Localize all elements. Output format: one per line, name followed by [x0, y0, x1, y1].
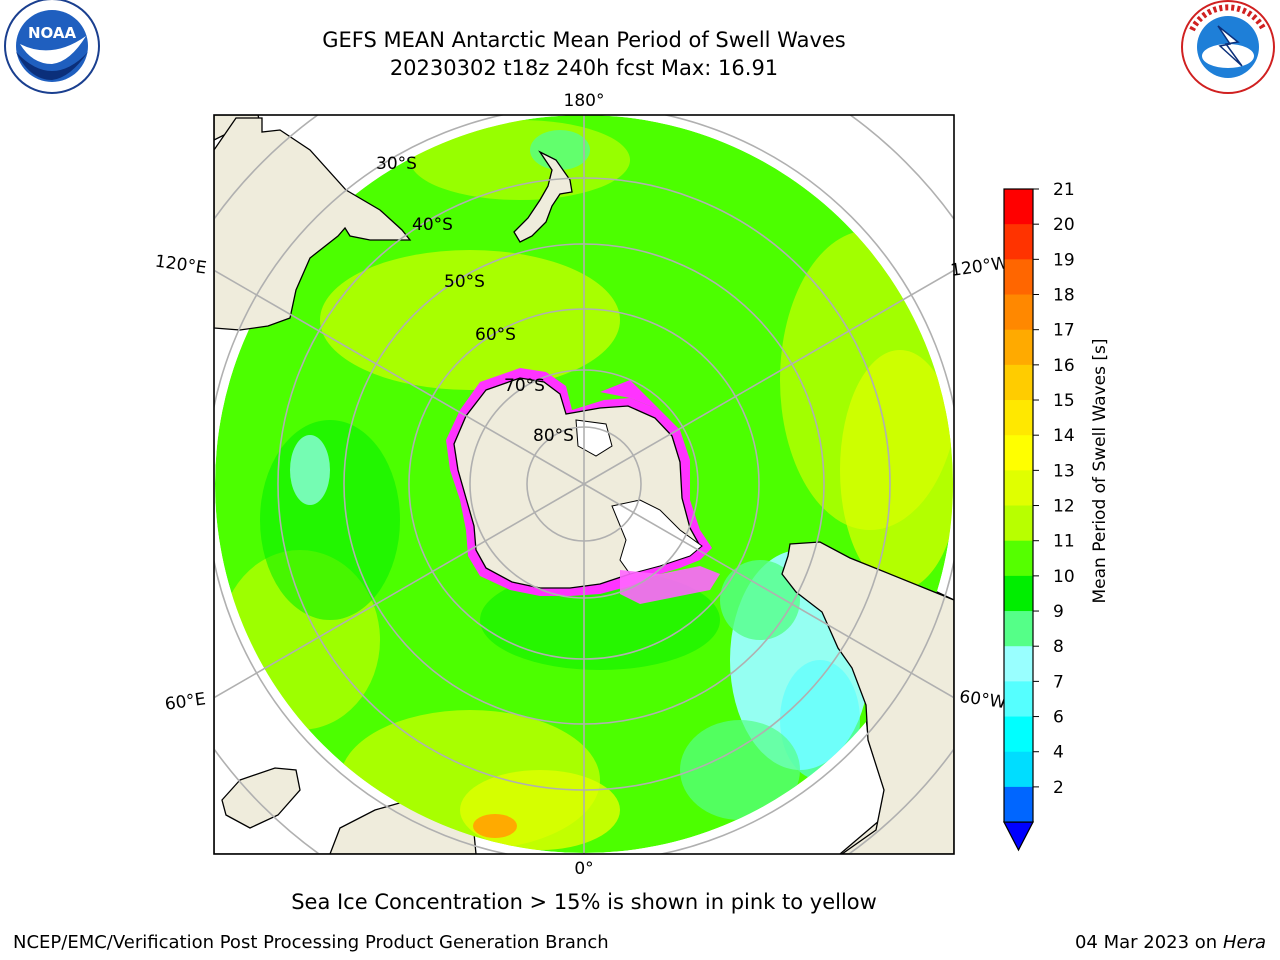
colorbar-segment	[1004, 505, 1033, 542]
svg-text:NOAA: NOAA	[28, 24, 77, 42]
lat-label-50s: 50°S	[444, 272, 485, 292]
colorbar-tick-label: 9	[1053, 602, 1064, 622]
colorbar-segment	[1004, 575, 1033, 612]
colorbar-label: Mean Period of Swell Waves [s]	[1090, 339, 1110, 604]
lon-label-60w: 60°W	[958, 687, 1007, 713]
graticule	[214, 115, 954, 854]
colorbar-extend-arrow	[1003, 821, 1034, 852]
colorbar-segment	[1004, 681, 1033, 718]
colorbar-segment	[1004, 224, 1033, 260]
colorbar-segment	[1004, 259, 1033, 296]
colorbar-segment	[1004, 329, 1033, 366]
colorbar-tick-label: 17	[1053, 321, 1075, 341]
footer-date-text: 04 Mar 2023 on	[1074, 932, 1218, 953]
footer-host: Hera	[1222, 932, 1266, 953]
colorbar-tick-label: 21	[1053, 180, 1075, 200]
colorbar-tick-label: 10	[1053, 567, 1075, 587]
colorbar-tick-label: 11	[1053, 532, 1075, 552]
colorbar-segment	[1004, 646, 1033, 682]
colorbar-tick-label: 6	[1053, 708, 1064, 728]
colorbar-tick-label: 8	[1053, 637, 1064, 657]
colorbar-tick-label: 12	[1053, 497, 1075, 517]
lon-label-120w: 120°W	[949, 253, 1009, 281]
lat-label-60s: 60°S	[475, 325, 516, 345]
colorbar-segment	[1004, 470, 1033, 507]
colorbar-segment	[1004, 435, 1033, 471]
lon-label-0: 0°	[574, 859, 593, 879]
footer-date: 04 Mar 2023 on Hera	[1075, 932, 1266, 953]
lon-label-60e: 60°E	[164, 689, 207, 714]
map-subtitle: 20230302 t18z 240h fcst Max: 16.91	[389, 56, 779, 80]
lat-label-30s: 30°S	[376, 154, 417, 174]
colorbar-segment	[1004, 716, 1033, 753]
footer-credit: NCEP/EMC/Verification Post Processing Pr…	[13, 932, 609, 953]
colorbar-segment	[1004, 189, 1033, 225]
colorbar-tick-label: 15	[1053, 391, 1075, 411]
colorbar-tick-label: 14	[1053, 426, 1075, 446]
sea-ice-note: Sea Ice Concentration > 15% is shown in …	[291, 890, 877, 914]
lat-label-70s: 70°S	[504, 376, 545, 396]
colorbar-segment	[1004, 786, 1033, 823]
noaa-logo: NOAA	[4, 0, 100, 94]
colorbar: 21 20 19 18 17 16 15 14 13 12 11 10 9 8 7 6 4 2	[1003, 180, 1075, 852]
colorbar-tick-label: 7	[1053, 672, 1064, 692]
colorbar-segment	[1004, 400, 1033, 436]
lon-label-120e: 120°E	[154, 252, 208, 279]
colorbar-segment	[1004, 294, 1033, 331]
lat-label-80s: 80°S	[533, 426, 574, 446]
colorbar-tick-label: 13	[1053, 461, 1075, 481]
colorbar-tick-label: 4	[1053, 743, 1064, 763]
colorbar-tick-label: 16	[1053, 356, 1075, 376]
lon-label-180: 180°	[564, 91, 605, 111]
map-title: GEFS MEAN Antarctic Mean Period of Swell…	[322, 28, 846, 52]
continents	[214, 117, 954, 854]
colorbar-segment	[1004, 611, 1033, 647]
national-weather-service-logo	[1181, 0, 1275, 94]
colorbar-tick-label: 19	[1053, 250, 1075, 270]
lat-label-40s: 40°S	[412, 215, 453, 235]
colorbar-segment	[1004, 751, 1033, 788]
colorbar-tick-label: 20	[1053, 215, 1075, 235]
colorbar-tick-label: 18	[1053, 286, 1075, 306]
colorbar-segment	[1004, 540, 1033, 577]
map-frame	[213, 114, 955, 855]
colorbar-tick-label: 2	[1053, 778, 1064, 798]
colorbar-segment	[1004, 364, 1033, 401]
